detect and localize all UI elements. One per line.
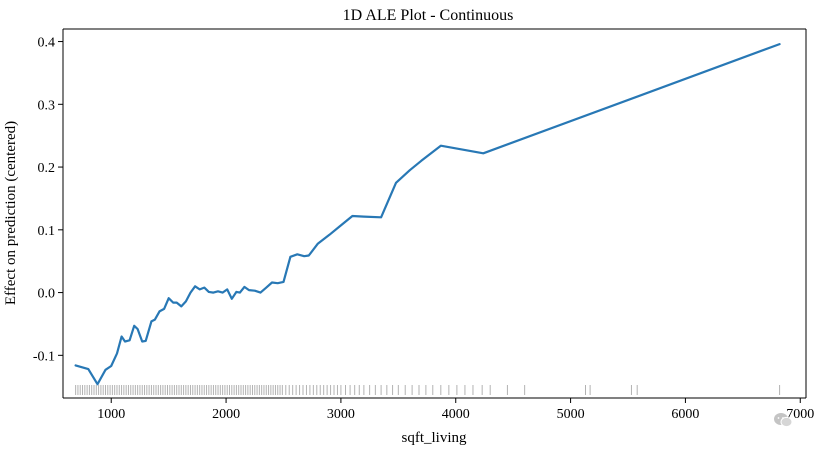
plot-frame [62,28,807,399]
y-tick-label: 0.3 [38,98,56,113]
x-tick-label: 1000 [97,407,125,422]
wechat-icon [774,413,793,428]
y-tick-label: 0.0 [38,287,56,302]
x-axis-label: sqft_living [401,430,467,446]
y-tick-label: -0.1 [33,349,55,364]
x-tick-label: 4000 [442,407,470,422]
y-tick-label: 0.1 [38,224,56,239]
y-tick-label: 0.2 [38,161,56,176]
rug-layer [75,385,781,395]
x-tick-label: 5000 [557,407,585,422]
x-tick-label: 2000 [212,407,240,422]
y-axis-ticks: -0.1 0.0 0.1 0.2 0.3 0.4 [33,36,63,364]
y-tick-label: 0.4 [38,36,56,51]
ale-series-line [74,42,781,386]
chart-title: 1D ALE Plot - Continuous [343,7,514,24]
x-tick-label: 6000 [671,407,699,422]
watermark [773,412,793,428]
x-axis-ticks: 1000 2000 3000 4000 5000 6000 7000 [97,398,814,422]
y-axis-label: Effect on prediction (centered) [3,121,19,305]
x-tick-label: 3000 [327,407,355,422]
series-layer [74,42,781,386]
x-tick-label: 7000 [786,407,814,422]
